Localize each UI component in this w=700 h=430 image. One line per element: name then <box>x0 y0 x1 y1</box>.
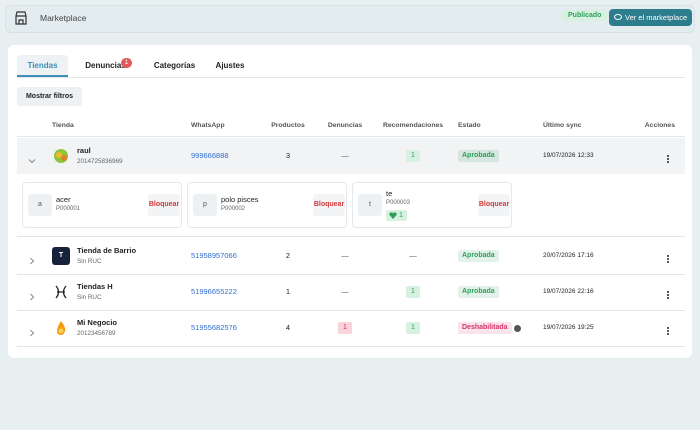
whatsapp-link[interactable]: 51996655222 <box>191 287 237 296</box>
status-badge: Aprobada <box>458 250 499 262</box>
store-name: raul <box>77 146 91 155</box>
tab[interactable]: Tiendas <box>17 55 68 77</box>
header-line <box>17 136 685 137</box>
product-name: acer <box>56 195 71 204</box>
block-button[interactable]: Bloquear <box>478 194 510 216</box>
whatsapp-link[interactable]: 999666888 <box>191 151 229 160</box>
row-line <box>17 236 685 237</box>
tab[interactable]: Categorías <box>153 61 196 70</box>
store-logo <box>52 283 70 301</box>
store-logo <box>52 319 70 337</box>
likes-badge: 1 <box>386 210 407 221</box>
expand-toggle[interactable] <box>28 252 36 265</box>
store-ruc: 20123456789 <box>77 330 116 337</box>
product-initial: t <box>358 194 382 216</box>
recommendations: 1 <box>406 150 420 162</box>
products-count: 1 <box>285 287 291 296</box>
reports: 1 <box>338 322 352 334</box>
recommendations: 1 <box>406 286 420 298</box>
product-initial: p <box>193 194 217 216</box>
product-name: te <box>386 189 393 198</box>
last-sync: 19/07/2026 12:33 <box>543 152 594 159</box>
product-code: P000002 <box>221 206 246 212</box>
product-code: P000003 <box>386 200 411 206</box>
whatsapp-link[interactable]: 51955682576 <box>191 323 237 332</box>
store-logo: T <box>52 247 70 265</box>
reports: — <box>341 287 349 296</box>
products-count: 3 <box>285 151 291 160</box>
expand-toggle[interactable] <box>28 152 36 164</box>
row-highlight <box>17 138 685 174</box>
column-header: Denuncias <box>327 122 363 129</box>
store-ruc: Sin RUC <box>77 294 102 301</box>
last-sync: 19/07/2026 19:25 <box>543 324 594 331</box>
page-title: Marketplace <box>40 13 87 23</box>
store-name: Tiendas H <box>77 282 113 291</box>
block-button[interactable]: Bloquear <box>313 194 345 216</box>
last-sync: 19/07/2026 22:16 <box>543 288 594 295</box>
recommendations: 1 <box>406 322 420 334</box>
product-initial: a <box>28 194 52 216</box>
row-line <box>17 346 685 347</box>
product-name: polo pisces <box>221 195 259 204</box>
products-count: 2 <box>285 251 291 260</box>
actions-menu[interactable] <box>666 323 670 335</box>
column-header: Productos <box>271 122 305 129</box>
tab[interactable]: Denuncias <box>85 61 126 70</box>
store-icon <box>15 11 27 25</box>
recommendations: — <box>409 251 417 260</box>
view-button[interactable]: Ver el marketplace <box>609 9 692 26</box>
actions-menu[interactable] <box>666 251 670 263</box>
store-name: Tienda de Barrio <box>77 246 137 255</box>
column-header: Recomendaciones <box>382 122 444 129</box>
row-line <box>17 310 685 311</box>
products-count: 4 <box>285 323 291 332</box>
column-header: Último sync <box>543 122 582 129</box>
expand-toggle[interactable] <box>28 324 36 337</box>
store-ruc: Sin RUC <box>77 258 102 265</box>
status-badge: Publicado <box>562 10 608 21</box>
heart-icon <box>389 212 397 223</box>
reports: — <box>341 251 349 260</box>
info-icon <box>514 325 521 332</box>
last-sync: 20/07/2026 17:16 <box>543 252 594 259</box>
tabs-border <box>17 77 685 78</box>
eye-icon <box>614 14 622 20</box>
actions-menu[interactable] <box>666 151 670 163</box>
block-button[interactable]: Bloquear <box>148 194 180 216</box>
actions-menu[interactable] <box>666 287 670 299</box>
row-line <box>17 274 685 275</box>
status-badge: Aprobada <box>458 150 499 162</box>
column-header: Estado <box>458 122 481 129</box>
status-badge: Deshabilitada <box>458 322 512 334</box>
column-header: Tienda <box>52 122 74 129</box>
store-logo <box>52 147 70 165</box>
filter-button[interactable]: Mostrar filtros <box>17 87 82 106</box>
column-header: Acciones <box>644 122 675 129</box>
tab[interactable]: Ajustes <box>215 61 245 70</box>
expand-toggle[interactable] <box>28 288 36 301</box>
status-badge: Aprobada <box>458 286 499 298</box>
product-code: P000001 <box>56 206 81 212</box>
store-ruc: 2014725836969 <box>77 158 123 165</box>
column-header: WhatsApp <box>191 122 225 129</box>
whatsapp-link[interactable]: 51958957066 <box>191 251 237 260</box>
tab-badge: 1 <box>121 58 132 68</box>
store-name: Mi Negocio <box>77 318 118 327</box>
reports: — <box>341 151 349 160</box>
